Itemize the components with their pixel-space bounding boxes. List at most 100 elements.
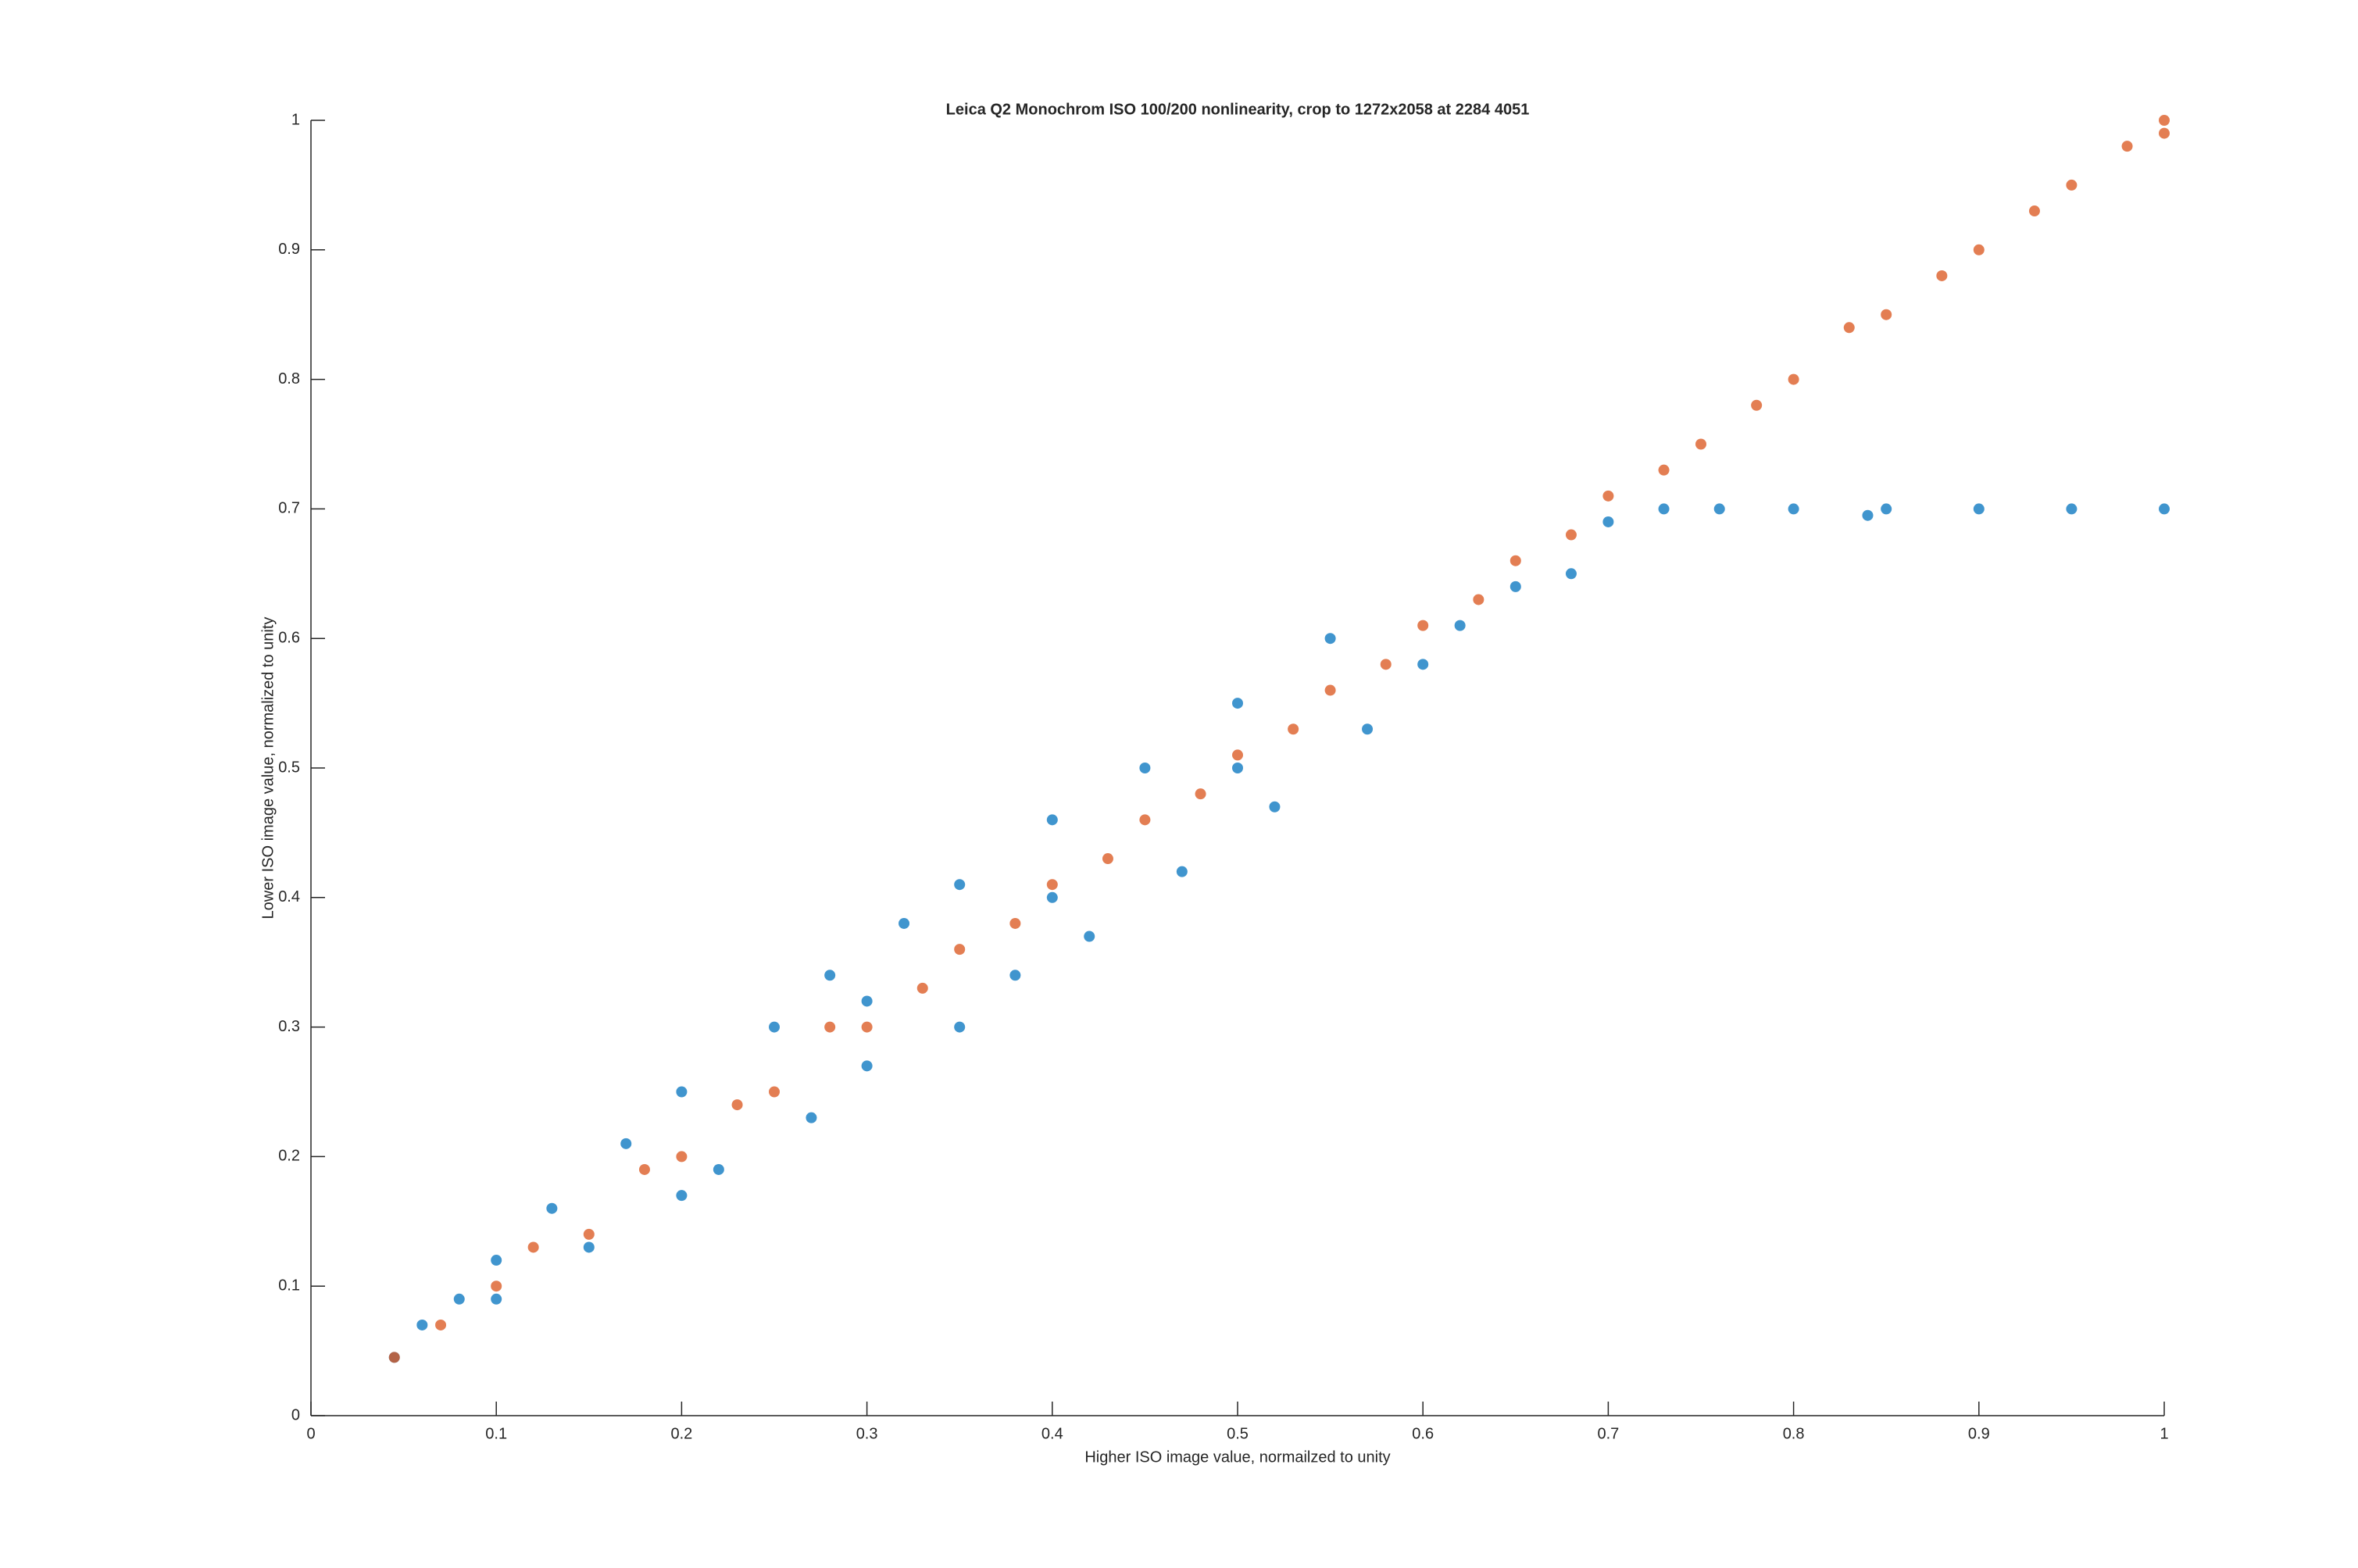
scatter-point xyxy=(731,1099,743,1111)
scatter-point xyxy=(1139,763,1151,773)
chart-title: Leica Q2 Monochrom ISO 100/200 nonlinear… xyxy=(946,101,1530,118)
x-tick-label: 0.5 xyxy=(1227,1425,1249,1442)
y-tick-label: 0.6 xyxy=(278,629,300,646)
scatter-point xyxy=(1565,529,1577,541)
x-tick-label: 0.1 xyxy=(485,1425,507,1442)
scatter-point xyxy=(1602,490,1614,502)
x-tick-label: 0.8 xyxy=(1783,1425,1805,1442)
scatter-point xyxy=(1473,594,1484,605)
scatter-point xyxy=(954,1021,966,1033)
scatter-point xyxy=(435,1319,447,1330)
scatter-point xyxy=(861,995,873,1007)
scatter-point xyxy=(1288,723,1299,735)
scatter-point xyxy=(1139,814,1151,826)
y-tick-label: 0.8 xyxy=(278,370,300,388)
x-axis-label: Higher ISO image value, normailzed to un… xyxy=(1084,1448,1390,1466)
scatter-point xyxy=(954,879,966,891)
scatter-point xyxy=(638,1163,650,1175)
x-tick-label: 0.2 xyxy=(670,1425,692,1442)
scatter-point xyxy=(824,970,836,981)
scatter-point xyxy=(1973,244,1985,255)
scatter-point xyxy=(546,1202,558,1214)
scatter-point xyxy=(1509,580,1521,592)
y-axis-label: Lower ISO image value, normalized to uni… xyxy=(259,617,277,920)
scatter-point xyxy=(1324,684,1336,696)
scatter-point xyxy=(491,1280,502,1292)
scatter-point xyxy=(1324,633,1336,645)
y-tick-label: 0.4 xyxy=(278,888,300,905)
scatter-point xyxy=(1417,620,1429,631)
scatter-point xyxy=(1881,309,1892,320)
scatter-point xyxy=(769,1021,780,1033)
y-tick-label: 0.3 xyxy=(278,1018,300,1035)
scatter-point xyxy=(1936,270,1948,281)
scatter-point xyxy=(1232,749,1243,761)
scatter-point xyxy=(1380,659,1392,670)
scatter-point xyxy=(1232,698,1243,709)
scatter-point xyxy=(388,1352,400,1363)
scatter-point xyxy=(2121,141,2133,152)
scatter-point xyxy=(1751,399,1763,411)
x-tick-label: 0.4 xyxy=(1041,1425,1063,1442)
x-tick-label: 0.6 xyxy=(1412,1425,1434,1442)
x-tick-label: 0 xyxy=(306,1425,315,1442)
scatter-point xyxy=(1009,917,1021,929)
y-tick-label: 0.9 xyxy=(278,241,300,258)
scatter-point xyxy=(1881,503,1892,515)
scatter-point xyxy=(1565,568,1577,580)
scatter-point xyxy=(1602,516,1614,527)
scatter-point xyxy=(676,1151,688,1163)
y-tick-label: 0.7 xyxy=(278,500,300,517)
scatter-point xyxy=(583,1228,595,1240)
scatter-point xyxy=(899,917,910,929)
scatter-point xyxy=(1658,503,1670,515)
scatter-point xyxy=(916,982,928,994)
scatter-point xyxy=(1102,853,1113,865)
x-tick-label: 1 xyxy=(2160,1425,2168,1442)
scatter-point xyxy=(1269,801,1281,813)
scatter-point xyxy=(861,1060,873,1072)
scatter-point xyxy=(1046,891,1058,903)
scatter-point xyxy=(2028,205,2040,217)
scatter-point xyxy=(1195,788,1206,800)
scatter-point xyxy=(1046,814,1058,826)
y-tick-label: 0.1 xyxy=(278,1277,300,1294)
scatter-point xyxy=(491,1293,502,1305)
scatter-point xyxy=(620,1138,632,1149)
scatter-point xyxy=(861,1021,873,1033)
scatter-point xyxy=(1713,503,1725,515)
y-tick-label: 0.2 xyxy=(278,1148,300,1165)
x-tick-label: 0.7 xyxy=(1597,1425,1619,1442)
scatter-point xyxy=(1417,659,1429,670)
scatter-point xyxy=(1695,438,1706,450)
scatter-point xyxy=(1454,620,1466,631)
y-tick-label: 0 xyxy=(291,1406,300,1423)
scatter-point xyxy=(1176,866,1188,877)
scatter-point xyxy=(1658,464,1670,476)
scatter-point xyxy=(1843,322,1855,334)
scatter-point xyxy=(527,1241,539,1253)
scatter-point xyxy=(806,1112,817,1123)
scatter-point xyxy=(583,1241,595,1253)
scatter-point xyxy=(1084,930,1095,942)
scatter-point xyxy=(1509,555,1521,566)
scatter-point xyxy=(2159,127,2170,139)
scatter-point xyxy=(1009,970,1021,981)
scatter-point xyxy=(2159,503,2170,515)
scatter-point xyxy=(824,1021,836,1033)
scatter-point xyxy=(1862,509,1874,521)
scatter-point xyxy=(1788,373,1799,385)
scatter-point xyxy=(713,1163,724,1175)
y-tick-label: 1 xyxy=(291,111,300,128)
scatter-point xyxy=(1788,503,1799,515)
scatter-point xyxy=(2066,503,2078,515)
scatter-point xyxy=(1046,879,1058,891)
scatter-point xyxy=(676,1190,688,1202)
scatter-point xyxy=(1362,723,1374,735)
scatter-point xyxy=(769,1086,780,1098)
scatter-point xyxy=(491,1255,502,1266)
scatter-point xyxy=(416,1319,428,1330)
y-tick-label: 0.5 xyxy=(278,759,300,776)
